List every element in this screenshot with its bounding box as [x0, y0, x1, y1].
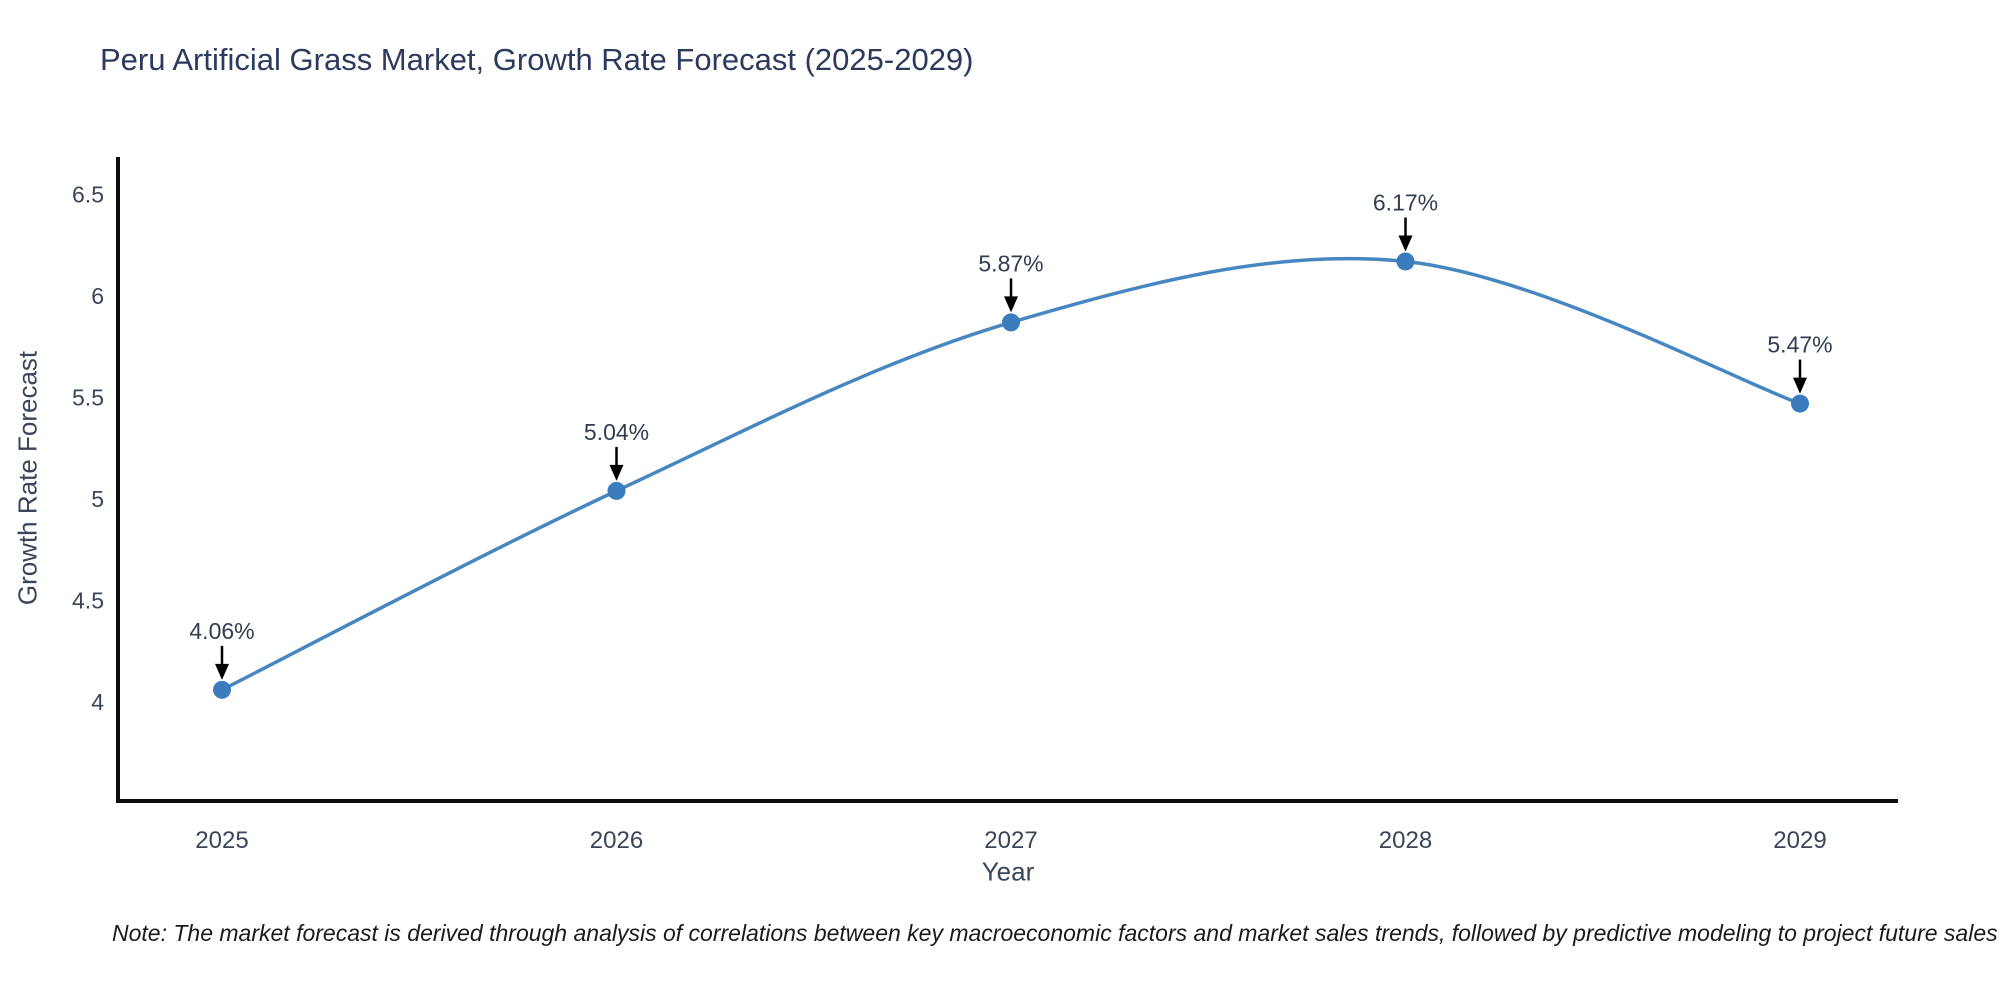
x-axis-title: Year — [981, 856, 1035, 887]
y-tick-label: 4 — [91, 689, 104, 715]
data-point-2028[interactable] — [1396, 252, 1415, 271]
y-tick-label: 6.5 — [72, 182, 104, 208]
y-tick-label: 4.5 — [72, 588, 104, 614]
y-tick-label: 6 — [91, 283, 104, 309]
y-axis-title: Growth Rate Forecast — [12, 350, 43, 606]
y-tick-label: 5 — [91, 486, 104, 512]
annotation-label: 6.17% — [1373, 189, 1438, 215]
x-tick-label: 2027 — [984, 827, 1037, 854]
annotation-label: 5.47% — [1767, 332, 1832, 358]
x-tick-label: 2029 — [1773, 827, 1826, 854]
y-tick-label: 5.5 — [72, 385, 104, 411]
annotation-label: 5.04% — [584, 419, 649, 445]
annotation-arrowhead — [609, 464, 624, 481]
annotation-arrowhead — [1004, 296, 1018, 313]
footnote-text: Note: The market forecast is derived thr… — [112, 920, 1998, 946]
x-tick-label: 2028 — [1379, 827, 1432, 854]
data-point-2026[interactable] — [607, 481, 626, 500]
annotation-label: 4.06% — [189, 618, 254, 644]
data-point-2025[interactable] — [213, 680, 231, 699]
annotation-arrowhead — [1793, 377, 1807, 394]
x-tick-label: 2025 — [195, 827, 248, 854]
annotation-label: 5.87% — [978, 250, 1043, 276]
annotation-arrowhead — [215, 663, 229, 680]
data-point-2027[interactable] — [1002, 313, 1020, 332]
annotation-arrowhead — [1398, 235, 1413, 252]
data-point-2029[interactable] — [1791, 394, 1809, 413]
x-tick-label: 2026 — [590, 827, 643, 854]
chart-title: Peru Artificial Grass Market, Growth Rat… — [100, 42, 974, 77]
